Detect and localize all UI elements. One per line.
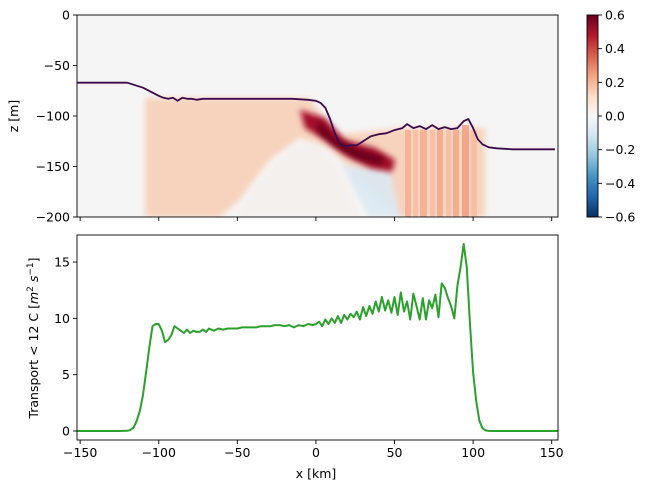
transport-x-tick-label: −150 bbox=[63, 445, 97, 460]
isotherm-line bbox=[77, 81, 555, 151]
transport-x-tick-label: 150 bbox=[540, 445, 564, 460]
colorbar-tick-label: 0.6 bbox=[605, 8, 625, 23]
colorbar-tick-label: −0.2 bbox=[605, 142, 635, 157]
section-y-tick-label: −150 bbox=[36, 159, 70, 174]
neutral-dome bbox=[235, 142, 360, 217]
transport-frame bbox=[76, 234, 559, 441]
negative-anomaly-region bbox=[340, 165, 400, 217]
colorbar: 0.6 0.4 0.2 0.0 −0.2 −0.4 −0.6 bbox=[586, 8, 635, 225]
transport-x-tick-label: 100 bbox=[461, 445, 485, 460]
transport-x-tick-label: −100 bbox=[142, 445, 176, 460]
transport-y-tick-label: 10 bbox=[54, 311, 70, 326]
transport-y-tick-label: 0 bbox=[62, 423, 70, 438]
core-peak bbox=[318, 120, 385, 165]
transport-background bbox=[77, 235, 558, 440]
transport-x-tick-label: −50 bbox=[224, 445, 250, 460]
section-y-label: z [m] bbox=[6, 100, 21, 132]
colorbar-tick-label: 0.4 bbox=[605, 41, 625, 56]
transport-y-tick-label: 15 bbox=[54, 255, 70, 270]
colorbar-tick-label: −0.4 bbox=[605, 176, 635, 191]
colorbar-tick-label: 0.0 bbox=[605, 109, 625, 124]
section-y-tick-label: −50 bbox=[44, 58, 70, 73]
section-field bbox=[145, 98, 485, 217]
transport-series-line bbox=[77, 243, 558, 432]
transport-x-ticks: −150 −100 −50 0 50 100 150 bbox=[63, 440, 564, 460]
section-x-ticks bbox=[79, 217, 553, 221]
section-y-ticks: 0 −50 −100 −150 −200 bbox=[36, 8, 77, 225]
colorbar-tick-label: 0.2 bbox=[605, 75, 625, 90]
transport-y-ticks: 0 5 10 15 bbox=[54, 255, 77, 438]
section-panel: 0 −50 −100 −150 −200 z [m] bbox=[6, 8, 559, 225]
transport-x-label: x [km] bbox=[296, 466, 337, 481]
colorbar-gradient bbox=[586, 14, 599, 218]
section-y-tick-label: −100 bbox=[36, 109, 70, 124]
transport-x-tick-label: 50 bbox=[387, 445, 403, 460]
transport-panel: 0 5 10 15 −150 −100 −50 0 50 100 150 x [km] Trans… bbox=[26, 234, 564, 481]
transport-x-tick-label: 0 bbox=[312, 445, 320, 460]
right-streaks bbox=[405, 125, 477, 217]
section-y-tick-label: 0 bbox=[62, 8, 70, 23]
section-y-tick-label: −200 bbox=[36, 210, 70, 225]
transport-y-label: Transport < 12 C [m2 s−1] bbox=[26, 257, 41, 419]
colorbar-tick-label: −0.6 bbox=[605, 210, 635, 225]
transport-y-tick-label: 5 bbox=[62, 367, 70, 382]
colorbar-ticks: 0.6 0.4 0.2 0.0 −0.2 −0.4 −0.6 bbox=[598, 8, 635, 225]
positive-anomaly-region bbox=[145, 98, 485, 217]
